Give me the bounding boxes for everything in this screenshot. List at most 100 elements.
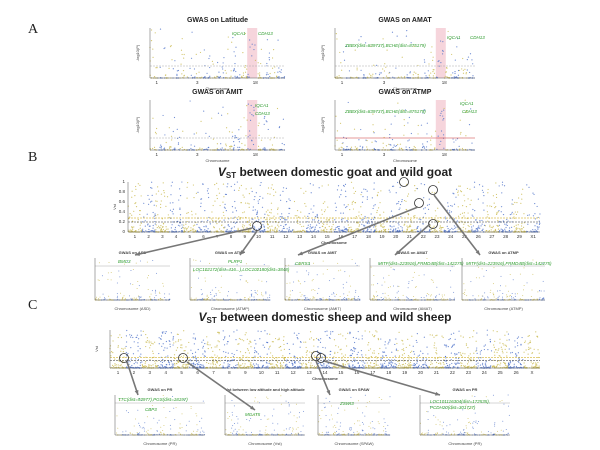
point bbox=[505, 344, 507, 346]
point bbox=[150, 341, 152, 343]
point bbox=[370, 213, 372, 215]
point bbox=[403, 224, 405, 226]
point bbox=[528, 214, 530, 216]
point bbox=[280, 349, 282, 351]
point bbox=[208, 362, 210, 365]
point bbox=[299, 346, 301, 348]
point bbox=[207, 146, 209, 149]
point bbox=[343, 229, 346, 231]
point bbox=[231, 131, 233, 133]
point bbox=[487, 188, 489, 191]
point bbox=[279, 70, 281, 73]
point bbox=[361, 223, 363, 225]
point bbox=[465, 111, 467, 113]
point bbox=[365, 42, 367, 44]
point bbox=[181, 365, 183, 367]
point bbox=[405, 200, 407, 202]
point bbox=[252, 363, 255, 365]
point bbox=[249, 134, 251, 136]
point bbox=[416, 333, 418, 335]
point bbox=[520, 343, 522, 346]
point bbox=[185, 228, 187, 230]
point bbox=[490, 350, 493, 352]
point bbox=[344, 364, 347, 366]
point bbox=[177, 143, 180, 145]
point bbox=[361, 335, 363, 337]
point bbox=[398, 360, 400, 362]
point bbox=[202, 345, 205, 347]
point bbox=[397, 350, 399, 352]
point bbox=[339, 122, 342, 124]
point bbox=[434, 210, 437, 212]
point bbox=[504, 348, 506, 350]
point bbox=[457, 206, 459, 208]
point bbox=[164, 332, 166, 334]
point bbox=[313, 339, 315, 341]
point bbox=[258, 72, 261, 74]
point bbox=[219, 363, 221, 366]
point bbox=[463, 365, 466, 368]
point bbox=[233, 230, 235, 232]
point bbox=[276, 364, 278, 366]
point bbox=[402, 354, 404, 356]
point bbox=[532, 192, 534, 194]
point bbox=[380, 363, 382, 365]
point bbox=[246, 68, 248, 70]
point bbox=[236, 364, 238, 366]
point bbox=[449, 212, 451, 214]
point bbox=[385, 347, 387, 349]
point bbox=[373, 350, 375, 352]
point bbox=[207, 219, 209, 221]
point bbox=[500, 362, 502, 364]
point bbox=[403, 124, 405, 127]
point bbox=[314, 215, 317, 218]
point bbox=[216, 197, 218, 200]
point bbox=[496, 331, 498, 333]
point bbox=[515, 213, 518, 216]
point bbox=[220, 148, 222, 150]
point bbox=[320, 229, 322, 231]
point bbox=[212, 359, 214, 361]
point bbox=[193, 196, 195, 199]
point bbox=[244, 351, 247, 354]
point bbox=[519, 229, 521, 231]
point bbox=[254, 59, 257, 61]
point bbox=[374, 226, 376, 228]
point bbox=[177, 224, 180, 226]
point bbox=[371, 141, 373, 143]
point bbox=[501, 348, 503, 350]
y-tick-label: 0.6 bbox=[119, 199, 126, 204]
point bbox=[405, 221, 407, 223]
point bbox=[176, 74, 178, 77]
point bbox=[397, 143, 399, 146]
point bbox=[479, 364, 482, 366]
point bbox=[199, 364, 201, 366]
point bbox=[257, 353, 259, 355]
point bbox=[231, 206, 234, 208]
point bbox=[441, 53, 444, 55]
point bbox=[500, 358, 503, 360]
point bbox=[296, 337, 298, 339]
point bbox=[212, 204, 214, 207]
point bbox=[465, 73, 467, 75]
point bbox=[394, 229, 397, 231]
point bbox=[154, 362, 156, 364]
point bbox=[305, 346, 307, 349]
point bbox=[354, 217, 357, 219]
point bbox=[222, 183, 225, 185]
point bbox=[176, 70, 178, 72]
point bbox=[224, 193, 227, 195]
point bbox=[186, 212, 188, 215]
point bbox=[388, 359, 390, 361]
point bbox=[189, 67, 191, 69]
point bbox=[428, 63, 430, 65]
point bbox=[511, 351, 513, 354]
point bbox=[460, 362, 462, 364]
point bbox=[340, 333, 342, 335]
x-tick-label: 1 bbox=[341, 80, 344, 85]
gene-label: IQCA1 bbox=[255, 103, 269, 108]
point bbox=[529, 341, 532, 344]
point bbox=[205, 132, 207, 134]
point bbox=[372, 218, 375, 220]
point bbox=[497, 363, 499, 365]
